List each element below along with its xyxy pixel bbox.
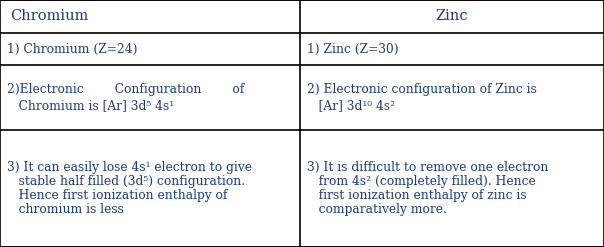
- Text: Zinc: Zinc: [435, 9, 469, 23]
- Text: first ionization enthalpy of zinc is: first ionization enthalpy of zinc is: [307, 189, 527, 202]
- Text: 1) Chromium (Z=24): 1) Chromium (Z=24): [7, 42, 138, 56]
- Text: Chromium: Chromium: [10, 9, 89, 23]
- Text: Hence first ionization enthalpy of: Hence first ionization enthalpy of: [7, 189, 228, 202]
- Text: 1) Zinc (Z=30): 1) Zinc (Z=30): [307, 42, 399, 56]
- Text: [Ar] 3d¹⁰ 4s²: [Ar] 3d¹⁰ 4s²: [307, 99, 396, 112]
- Text: chromium is less: chromium is less: [7, 203, 124, 216]
- Text: 3) It is difficult to remove one electron: 3) It is difficult to remove one electro…: [307, 161, 549, 174]
- Text: Chromium is [Ar] 3d⁵ 4s¹: Chromium is [Ar] 3d⁵ 4s¹: [7, 99, 175, 112]
- Text: comparatively more.: comparatively more.: [307, 203, 448, 216]
- Text: stable half filled (3d⁵) configuration.: stable half filled (3d⁵) configuration.: [7, 175, 245, 188]
- Text: 2)Electronic        Configuration        of: 2)Electronic Configuration of: [7, 83, 245, 96]
- Text: from 4s² (completely filled). Hence: from 4s² (completely filled). Hence: [307, 175, 536, 188]
- Text: 3) It can easily lose 4s¹ electron to give: 3) It can easily lose 4s¹ electron to gi…: [7, 161, 252, 174]
- Text: 2) Electronic configuration of Zinc is: 2) Electronic configuration of Zinc is: [307, 83, 538, 96]
